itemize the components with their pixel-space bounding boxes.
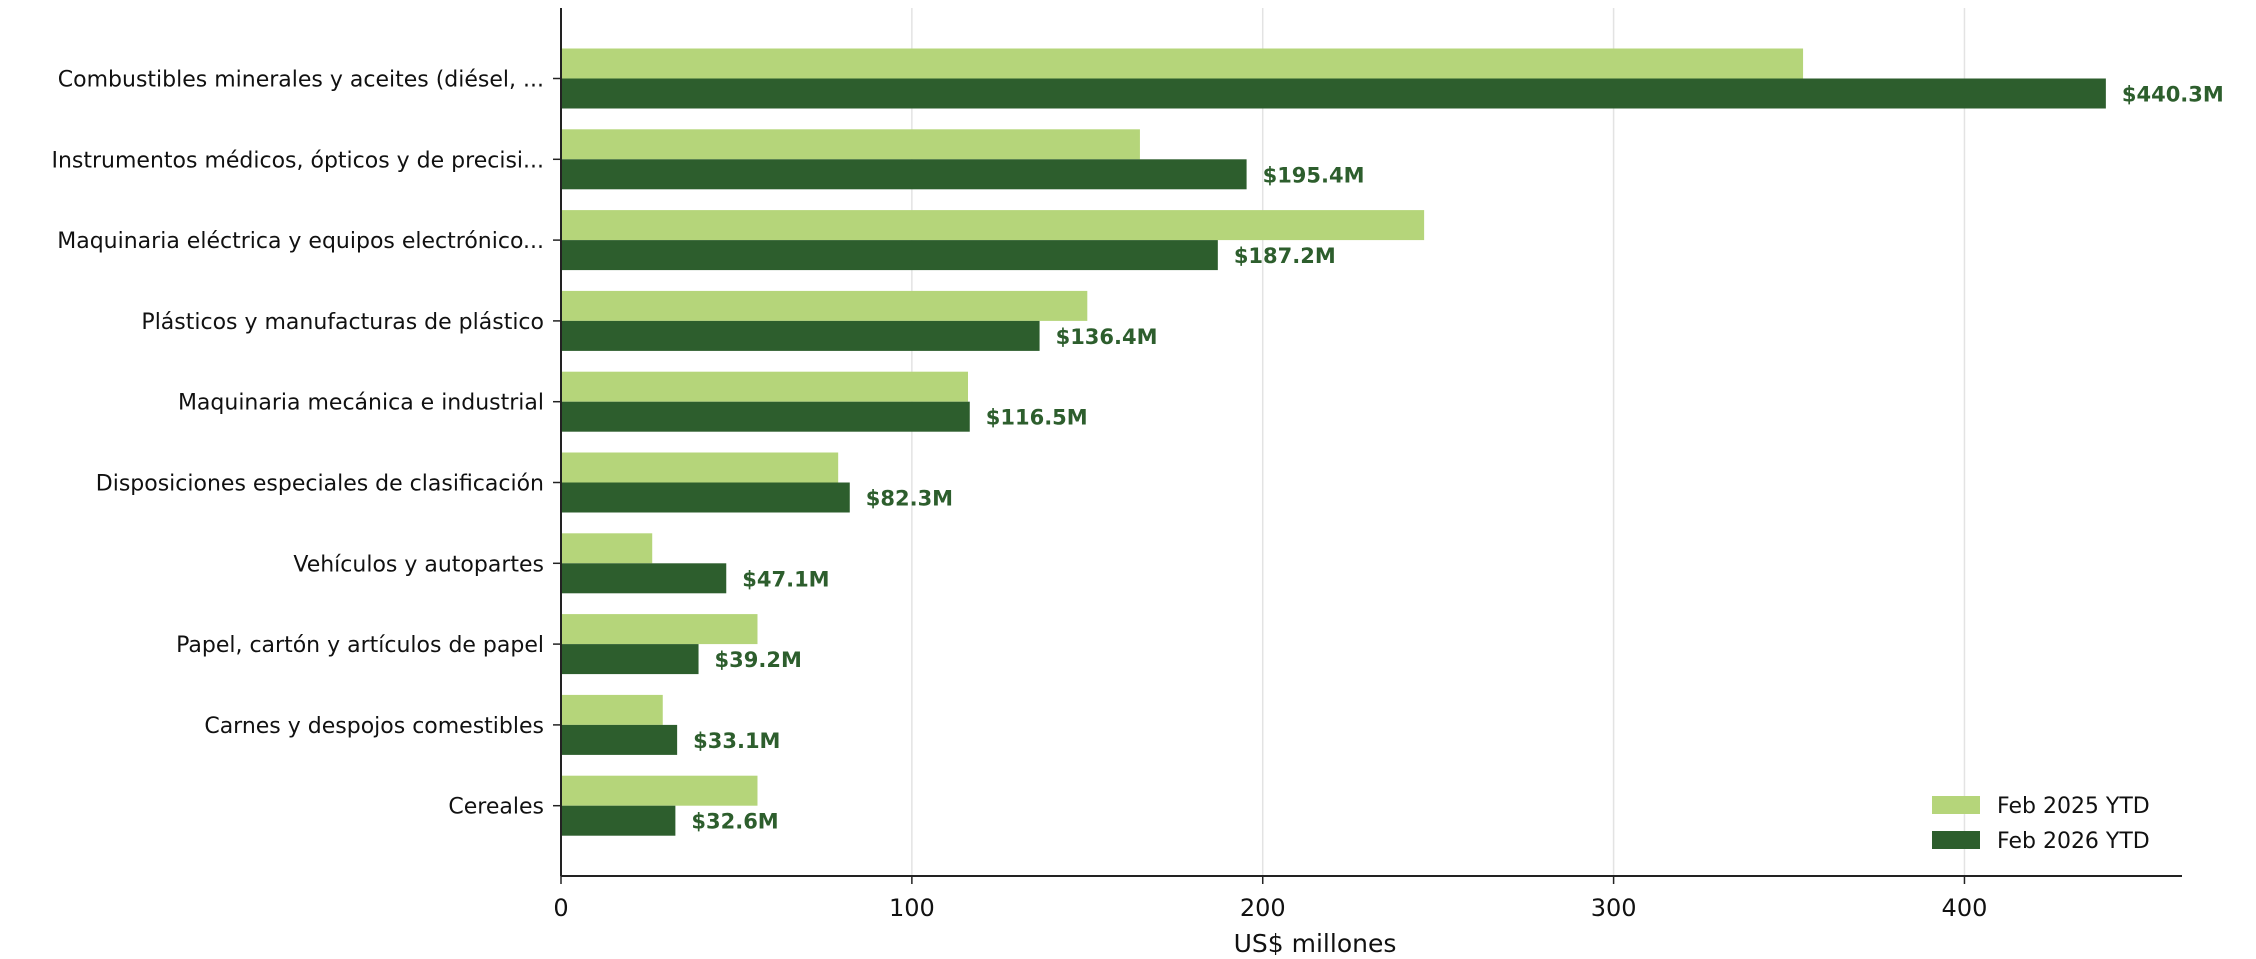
bar-2025-7 bbox=[561, 614, 758, 645]
value-label-2: $187.2M bbox=[1234, 244, 1336, 268]
bar-2025-5 bbox=[561, 452, 839, 483]
bar-2026-4 bbox=[561, 401, 970, 432]
category-label-6: Vehículos y autopartes bbox=[293, 552, 544, 577]
bar-2025-6 bbox=[561, 533, 653, 564]
bar-2026-7 bbox=[561, 644, 699, 675]
value-label-8: $33.1M bbox=[693, 729, 780, 753]
bar-2025-8 bbox=[561, 694, 663, 725]
legend-item-2025-swatch bbox=[1932, 796, 1980, 814]
value-label-5: $82.3M bbox=[866, 487, 953, 511]
category-label-4: Maquinaria mecánica e industrial bbox=[178, 391, 544, 416]
value-label-3: $136.4M bbox=[1056, 325, 1158, 349]
legend-item-2025-label: Feb 2025 YTD bbox=[1997, 794, 2150, 819]
category-label-1: Instrumentos médicos, ópticos y de preci… bbox=[51, 148, 544, 173]
value-label-7: $39.2M bbox=[715, 648, 802, 672]
x-tick-label-400: 400 bbox=[1942, 894, 1988, 922]
gridlines bbox=[911, 8, 1966, 876]
bar-2026-8 bbox=[561, 724, 678, 755]
x-tick-label-200: 200 bbox=[1240, 894, 1286, 922]
category-label-8: Carnes y despojos comestibles bbox=[204, 714, 544, 739]
value-label-0: $440.3M bbox=[2122, 83, 2224, 107]
bar-2026-6 bbox=[561, 563, 727, 594]
x-tick-label-100: 100 bbox=[889, 894, 935, 922]
bar-2026-5 bbox=[561, 482, 850, 513]
category-label-5: Disposiciones especiales de clasificació… bbox=[96, 472, 544, 497]
bar-2025-2 bbox=[561, 210, 1425, 241]
bar-2025-3 bbox=[561, 290, 1088, 321]
value-label-1: $195.4M bbox=[1263, 163, 1365, 187]
x-tick-label-0: 0 bbox=[553, 894, 568, 922]
category-label-0: Combustibles minerales y aceites (diésel… bbox=[58, 68, 544, 93]
legend-item-2026-swatch bbox=[1932, 831, 1980, 849]
labels: $440.3M Combustibles minerales y aceites … bbox=[51, 68, 2223, 834]
axes: 0 100 200 300 400 bbox=[553, 8, 2182, 922]
value-label-4: $116.5M bbox=[986, 406, 1088, 430]
bar-2026-9 bbox=[561, 805, 676, 836]
category-label-7: Papel, cartón y artículos de papel bbox=[176, 633, 544, 658]
category-label-2: Maquinaria eléctrica y equipos electróni… bbox=[57, 229, 544, 254]
x-tick-label-300: 300 bbox=[1591, 894, 1637, 922]
bars bbox=[561, 48, 2106, 836]
bar-2025-4 bbox=[561, 371, 969, 402]
category-label-3: Plásticos y manufacturas de plástico bbox=[141, 310, 544, 335]
value-label-6: $47.1M bbox=[742, 567, 829, 591]
category-label-9: Cereales bbox=[448, 795, 544, 820]
legend-item-2026-label: Feb 2026 YTD bbox=[1997, 829, 2150, 854]
bar-2026-0 bbox=[561, 78, 2106, 109]
bar-2025-1 bbox=[561, 129, 1140, 160]
bar-2026-1 bbox=[561, 159, 1247, 190]
bar-2026-3 bbox=[561, 320, 1040, 351]
legend: Feb 2025 YTD Feb 2026 YTD bbox=[1932, 794, 2150, 854]
bar-2025-0 bbox=[561, 48, 1804, 79]
x-axis-title: US$ millones bbox=[1234, 929, 1397, 955]
value-label-9: $32.6M bbox=[691, 810, 778, 834]
bar-2026-2 bbox=[561, 240, 1218, 271]
bar-2025-9 bbox=[561, 775, 758, 806]
